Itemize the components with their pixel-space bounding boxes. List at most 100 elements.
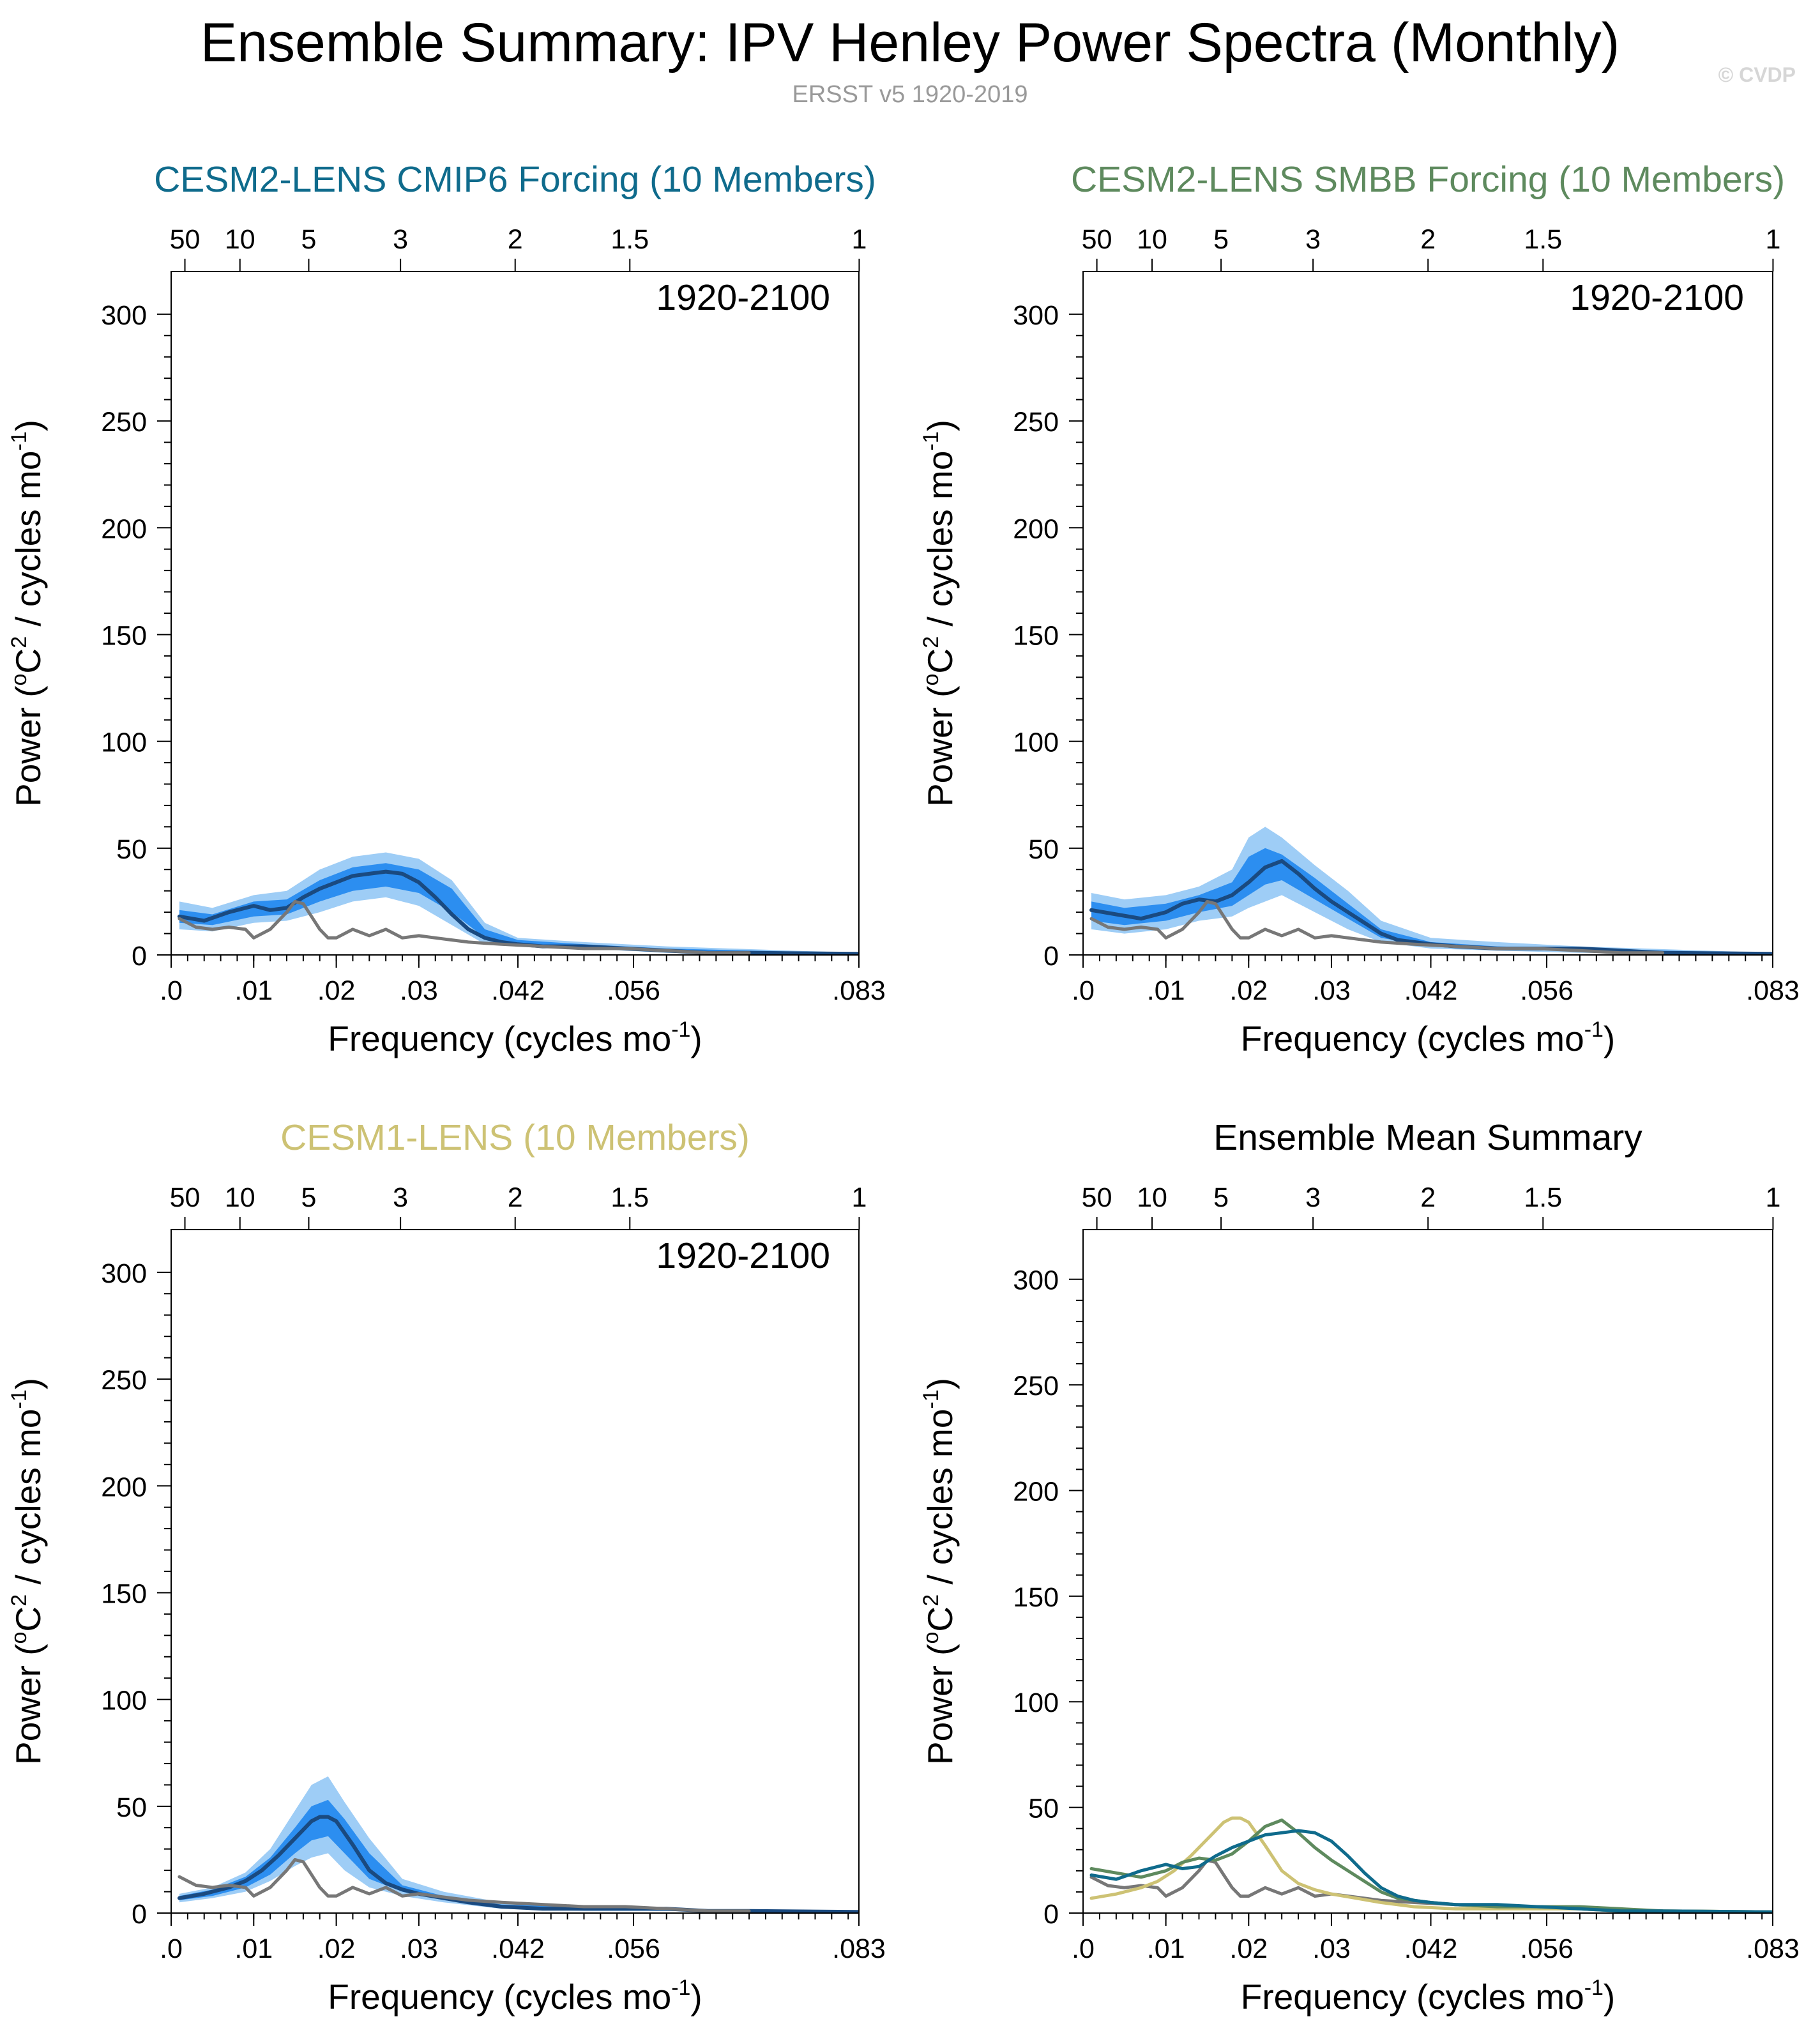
figure-subtitle: ERSST v5 1920-2019	[792, 81, 1028, 108]
plot-frame	[1082, 1229, 1773, 1914]
period-tick-label: 2	[1420, 1182, 1436, 1213]
y-tick-label: 0	[132, 1899, 147, 1930]
y-tick-label: 100	[101, 728, 147, 758]
x-axis-label: Frequency (cycles mo-1)	[1241, 1018, 1616, 1058]
band-outer	[179, 1776, 859, 1912]
period-tick-label: 1	[851, 1182, 867, 1213]
figure-title: Ensemble Summary: IPV Henley Power Spect…	[201, 12, 1619, 73]
period-tick-label: 1.5	[610, 1182, 649, 1213]
x-tick-label: .083	[1746, 1933, 1800, 1964]
panel-cesm1: CESM1-LENS (10 Members)05010015020025030…	[7, 1117, 886, 2017]
series-observed	[1089, 899, 1665, 955]
x-tick-label: .02	[317, 975, 356, 1006]
period-tick-label: 3	[393, 224, 408, 255]
period-tick-label: 5	[1213, 1182, 1229, 1213]
panel-title: Ensemble Mean Summary	[1213, 1117, 1642, 1158]
y-tick-label: 100	[1013, 728, 1059, 758]
period-tick-label: 10	[225, 224, 255, 255]
x-tick-label: .056	[607, 1933, 660, 1964]
y-axis-label: Power (oC2 / cycles mo-1)	[919, 1378, 960, 1765]
plot-frame	[171, 271, 860, 956]
y-tick-label: 0	[1043, 941, 1059, 972]
series-cesm1-lens	[1089, 1816, 1773, 1913]
y-tick-label: 150	[1013, 1582, 1059, 1613]
x-tick-label: .03	[1312, 1933, 1351, 1964]
watermark: © CVDP	[1718, 63, 1796, 86]
period-tick-label: 1.5	[1524, 1182, 1562, 1213]
period-tick-label: 1	[1765, 1182, 1780, 1213]
period-tick-label: 5	[301, 1182, 317, 1213]
series-ensemble-mean	[177, 1815, 859, 1913]
y-tick-label: 250	[1013, 407, 1059, 438]
y-axis-label: Power (oC2 / cycles mo-1)	[919, 420, 960, 807]
y-tick-label: 200	[1013, 514, 1059, 544]
panel-smbb: CESM2-LENS SMBB Forcing (10 Members) 0 50 1…	[919, 159, 1800, 1058]
period-tick-label: 2	[508, 224, 523, 255]
x-tick-label: .02	[1229, 1933, 1268, 1964]
x-tick-label: .0	[1072, 975, 1095, 1006]
panel-title: CESM2-LENS CMIP6 Forcing (10 Members)	[154, 159, 876, 200]
x-tick-label: .056	[1520, 975, 1574, 1006]
y-tick-label: 300	[1013, 300, 1059, 331]
x-tick-label: .03	[1312, 975, 1351, 1006]
y-tick-label: 0	[1043, 1899, 1059, 1930]
x-tick-label: .056	[1520, 1933, 1574, 1964]
x-tick-label: .02	[317, 1933, 356, 1964]
period-tick-label: 2	[1420, 224, 1436, 255]
x-axis-label: Frequency (cycles mo-1)	[328, 1976, 702, 2017]
y-tick-label: 50	[116, 1792, 147, 1823]
y-tick-label: 300	[101, 1258, 147, 1289]
x-tick-label: .02	[1229, 975, 1268, 1006]
x-axis-label: Frequency (cycles mo-1)	[328, 1018, 702, 1058]
x-tick-label: .042	[1404, 1933, 1458, 1964]
y-tick-label: 50	[1028, 1794, 1059, 1824]
period-tick-label: 10	[225, 1182, 255, 1213]
plot-frame	[171, 1229, 860, 1914]
y-tick-label: 150	[101, 620, 147, 651]
period-tick-label: 10	[1137, 224, 1167, 255]
series-observed	[178, 899, 751, 955]
y-tick-label: 200	[1013, 1476, 1059, 1507]
x-axis-label: Frequency (cycles mo-1)	[1241, 1976, 1616, 2017]
x-tick-label: .0	[160, 1933, 183, 1964]
x-tick-label: .0	[160, 975, 183, 1006]
x-tick-label: .01	[1147, 1933, 1185, 1964]
period-tick-label: 1	[851, 224, 867, 255]
x-tick-label: .083	[832, 975, 886, 1006]
x-tick-label: .01	[1147, 975, 1185, 1006]
panel-title: CESM2-LENS SMBB Forcing (10 Members)	[1071, 159, 1785, 200]
x-tick-label: .083	[1746, 975, 1800, 1006]
period-annotation: 1920-2100	[1570, 277, 1744, 318]
period-annotation: 1920-2100	[656, 1235, 830, 1276]
x-tick-label: .03	[400, 1933, 438, 1964]
plot-frame	[1082, 271, 1773, 956]
x-tick-label: .0	[1072, 1933, 1095, 1964]
y-tick-label: 50	[1028, 834, 1059, 865]
panel-summary: Ensemble Mean Summary050100150200250300.…	[919, 1117, 1800, 2017]
period-tick-label: 5	[301, 224, 317, 255]
x-tick-label: .01	[234, 975, 273, 1006]
x-tick-label: .042	[491, 975, 545, 1006]
period-tick-label: 50	[170, 224, 201, 255]
series-cesm2-lens-cmip6	[1089, 1829, 1773, 1913]
period-tick-label: 50	[1082, 1182, 1112, 1213]
x-tick-label: .042	[491, 1933, 545, 1964]
panel-title: CESM1-LENS (10 Members)	[280, 1117, 750, 1158]
y-tick-label: 250	[1013, 1371, 1059, 1401]
period-tick-label: 3	[1305, 1182, 1321, 1213]
period-tick-label: 3	[393, 1182, 408, 1213]
y-tick-label: 200	[101, 514, 147, 544]
period-tick-label: 50	[170, 1182, 201, 1213]
x-tick-label: .01	[234, 1933, 273, 1964]
period-tick-label: 5	[1213, 224, 1229, 255]
period-tick-label: 10	[1137, 1182, 1167, 1213]
y-tick-label: 300	[1013, 1265, 1059, 1296]
panel-cmip6: CESM2-LENS CMIP6 Forcing (10 Members) 0 50…	[7, 159, 886, 1058]
y-tick-label: 100	[1013, 1688, 1059, 1718]
y-tick-label: 250	[101, 1365, 147, 1396]
period-annotation: 1920-2100	[656, 277, 830, 318]
period-tick-label: 2	[508, 1182, 523, 1213]
series-observed	[178, 1857, 751, 1913]
y-tick-label: 150	[101, 1578, 147, 1609]
period-tick-label: 1.5	[610, 224, 649, 255]
